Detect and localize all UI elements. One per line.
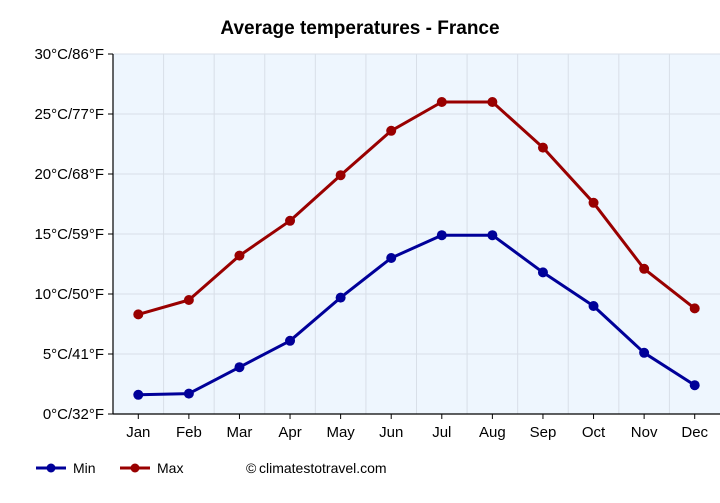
copyright-icon: © [246,460,257,476]
series-max [133,97,700,320]
legend-min-label: Min [73,460,96,476]
data-point-min [133,389,144,400]
x-tick-label: Jan [126,424,150,441]
y-tick-label: 20°C/68°F [34,166,104,183]
x-tick-label: Aug [479,424,506,441]
y-tick-label: 15°C/59°F [34,226,104,243]
data-point-min [285,335,296,346]
data-point-min [183,388,194,399]
y-tick-label: 5°C/41°F [43,346,104,363]
data-point-max [133,309,144,320]
data-point-max [285,215,296,226]
legend-max-marker [130,463,140,473]
data-point-min [335,292,346,303]
x-tick-label: Nov [631,424,658,441]
legend-min-marker [46,463,56,473]
x-tick-label: Sep [530,424,557,441]
x-tick-label: Apr [278,424,301,441]
data-point-max [537,142,548,153]
data-point-min [537,267,548,278]
chart-title: Average temperatures - France [220,18,499,39]
y-tick-label: 0°C/32°F [43,406,104,423]
data-point-max [639,263,650,274]
data-point-max [436,97,447,107]
x-tick-label: Jul [432,424,451,441]
data-point-max [183,295,194,305]
x-tick-label: Dec [681,424,708,441]
y-tick-label: 10°C/50°F [34,286,104,303]
x-tick-label: Oct [582,424,606,441]
y-axis-tick-labels: 0°C/32°F 5°C/41°F 10°C/50°F 15°C/59°F 20°C/6… [34,46,113,423]
x-tick-label: May [326,424,355,441]
data-point-max [487,97,498,107]
data-point-max [335,170,346,181]
x-axis-tick-labels: Jan Feb Mar Apr May Jun Jul Aug Sep Oct Nov Dec [126,414,709,441]
x-tick-label: Feb [176,424,202,441]
data-point-min [234,362,245,373]
data-point-max [386,125,397,136]
series-min [133,230,700,400]
data-point-min [588,301,599,311]
series-line-max [136,100,697,316]
legend-item-min: Min [36,460,96,476]
x-tick-label: Mar [227,424,253,441]
data-point-max [689,303,700,314]
series-line-min [136,233,697,397]
data-point-min [436,230,447,241]
data-point-min [487,230,498,241]
credit: © climatestotravel.com [246,460,387,476]
legend-max-label: Max [157,460,183,476]
legend: Min Max [36,460,183,476]
grid-lines [113,53,720,414]
credit-text: climatestotravel.com [259,460,387,476]
legend-item-max: Max [120,460,183,476]
data-series [133,97,700,400]
y-tick-label: 30°C/86°F [34,46,104,63]
data-point-max [234,250,245,261]
data-point-min [689,380,700,391]
data-point-max [588,197,599,208]
y-tick-label: 25°C/77°F [34,106,104,123]
data-point-min [386,253,397,263]
data-point-min [639,347,650,358]
x-tick-label: Jun [379,424,403,441]
